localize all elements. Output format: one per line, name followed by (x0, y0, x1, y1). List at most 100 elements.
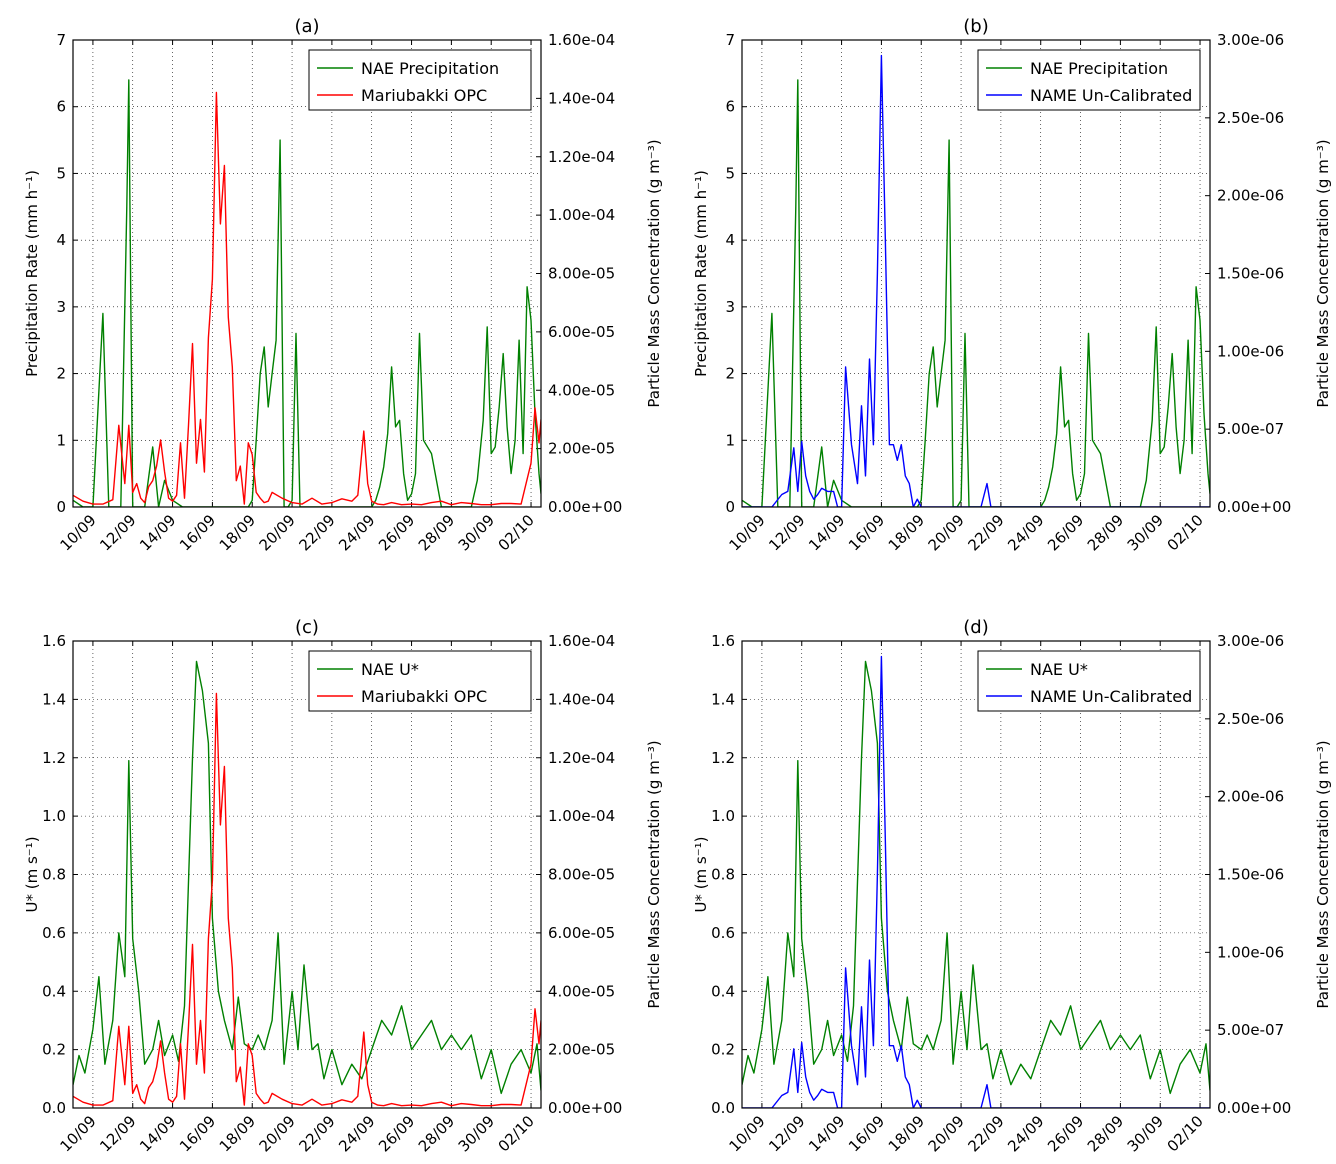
series-line-1 (742, 79, 1210, 507)
panel-b: 10/0912/0914/0916/0918/0920/0922/0924/09… (692, 16, 1332, 554)
y2-tick-label: 1.40e-04 (548, 89, 615, 107)
y-tick-label: 0 (725, 498, 735, 516)
series-line-2 (742, 655, 1210, 1108)
y-tick-label: 0.6 (42, 924, 66, 942)
y2-tick-label: 3.00e-06 (1217, 31, 1284, 49)
y2-tick-label: 5.00e-07 (1217, 1021, 1284, 1039)
plot-frame (72, 39, 542, 508)
y-tick-label: 3 (56, 298, 66, 316)
y2-axis-label: Particle Mass Concentration (g m⁻³) (1314, 139, 1332, 407)
x-tick-label: 14/09 (805, 1112, 848, 1155)
y-axis-label: Precipitation Rate (mm h⁻¹) (23, 170, 41, 377)
x-tick-label: 20/09 (925, 511, 968, 554)
y2-tick-label: 1.00e-04 (548, 206, 615, 224)
y-tick-label: 3 (725, 298, 735, 316)
y-axis-label: Precipitation Rate (mm h⁻¹) (692, 170, 710, 377)
y2-tick-label: 2.50e-06 (1217, 710, 1284, 728)
y-tick-label: 0.4 (711, 982, 735, 1000)
y2-tick-label: 1.50e-06 (1217, 866, 1284, 884)
y-tick-label: 6 (725, 98, 735, 116)
y2-tick-label: 1.20e-04 (548, 749, 615, 767)
y2-tick-label: 1.00e-06 (1217, 943, 1284, 961)
x-tick-label: 24/09 (335, 511, 378, 554)
y-tick-label: 0.4 (42, 982, 66, 1000)
x-tick-label: 16/09 (845, 1112, 888, 1155)
x-tick-label: 26/09 (1044, 1112, 1087, 1155)
y-tick-label: 0.2 (42, 1041, 66, 1059)
series-line-2 (742, 54, 1210, 507)
x-tick-label: 24/09 (1004, 511, 1047, 554)
legend: NAE Precipitation NAME Un-Calibrated (977, 49, 1201, 111)
x-tick-label: 22/09 (964, 511, 1007, 554)
y2-tick-label: 1.50e-06 (1217, 265, 1284, 283)
y-tick-label: 0 (56, 498, 66, 516)
x-tick-label: 12/09 (765, 511, 808, 554)
panel-d: 10/0912/0914/0916/0918/0920/0922/0924/09… (692, 617, 1332, 1155)
y2-axis-label: Particle Mass Concentration (g m⁻³) (645, 139, 663, 407)
x-tick-label: 16/09 (176, 511, 219, 554)
legend: NAE U* Mariubakki OPC (308, 650, 532, 712)
y-tick-label: 5 (725, 164, 735, 182)
y2-axis-label: Particle Mass Concentration (g m⁻³) (645, 740, 663, 1008)
y-tick-label: 6 (56, 98, 66, 116)
x-tick-label: 16/09 (845, 511, 888, 554)
series-line-1 (73, 660, 541, 1095)
x-tick-label: 20/09 (256, 511, 299, 554)
y2-tick-label: 1.20e-04 (548, 148, 615, 166)
x-tick-label: 10/09 (56, 1112, 99, 1155)
y2-tick-label: 1.60e-04 (548, 632, 615, 650)
legend-label: NAE Precipitation (361, 59, 499, 78)
y-tick-label: 0.8 (42, 866, 66, 884)
y-tick-label: 1.4 (42, 690, 66, 708)
y2-tick-label: 6.00e-05 (548, 323, 615, 341)
y2-tick-label: 0.00e+00 (1217, 1099, 1291, 1117)
x-tick-label: 18/09 (885, 1112, 928, 1155)
legend-label: Mariubakki OPC (361, 687, 487, 706)
panel-title: (d) (963, 617, 988, 638)
y2-tick-label: 0.00e+00 (548, 1099, 622, 1117)
y2-tick-label: 4.00e-05 (548, 982, 615, 1000)
x-tick-label: 26/09 (375, 1112, 418, 1155)
legend-box (977, 650, 1201, 712)
y2-tick-label: 5.00e-07 (1217, 420, 1284, 438)
x-tick-label: 18/09 (216, 1112, 259, 1155)
x-tick-label: 02/10 (1164, 511, 1207, 554)
y-tick-label: 2 (725, 365, 735, 383)
x-tick-label: 28/09 (1084, 511, 1127, 554)
y-tick-label: 1.6 (42, 632, 66, 650)
y2-tick-label: 2.00e-06 (1217, 788, 1284, 806)
x-tick-label: 30/09 (455, 511, 498, 554)
x-tick-label: 18/09 (216, 511, 259, 554)
y-tick-label: 1.6 (711, 632, 735, 650)
x-tick-label: 26/09 (375, 511, 418, 554)
x-tick-label: 26/09 (1044, 511, 1087, 554)
legend-label: NAE U* (1030, 660, 1088, 679)
y-axis-label: U* (m s⁻¹) (23, 836, 41, 912)
y-tick-label: 1.2 (42, 749, 66, 767)
y2-tick-label: 1.00e-04 (548, 807, 615, 825)
y2-tick-label: 6.00e-05 (548, 924, 615, 942)
y-tick-label: 2 (56, 365, 66, 383)
legend-label: NAE Precipitation (1030, 59, 1168, 78)
y2-tick-label: 0.00e+00 (1217, 498, 1291, 516)
x-tick-label: 14/09 (136, 1112, 179, 1155)
x-tick-label: 18/09 (885, 511, 928, 554)
y-tick-label: 0.6 (711, 924, 735, 942)
legend-box (308, 49, 532, 111)
series-line-1 (73, 79, 541, 507)
x-tick-label: 22/09 (964, 1112, 1007, 1155)
x-tick-label: 20/09 (256, 1112, 299, 1155)
panel-title: (b) (963, 16, 988, 37)
panel-c: 10/0912/0914/0916/0918/0920/0922/0924/09… (23, 617, 663, 1155)
y-tick-label: 1.4 (711, 690, 735, 708)
y2-tick-label: 1.40e-04 (548, 690, 615, 708)
x-tick-label: 14/09 (136, 511, 179, 554)
plot-frame (741, 39, 1211, 508)
x-tick-label: 28/09 (415, 1112, 458, 1155)
x-tick-label: 28/09 (415, 511, 458, 554)
x-tick-label: 14/09 (805, 511, 848, 554)
x-tick-label: 12/09 (96, 1112, 139, 1155)
panel-a: 10/0912/0914/0916/0918/0920/0922/0924/09… (23, 16, 663, 554)
legend-box (308, 650, 532, 712)
